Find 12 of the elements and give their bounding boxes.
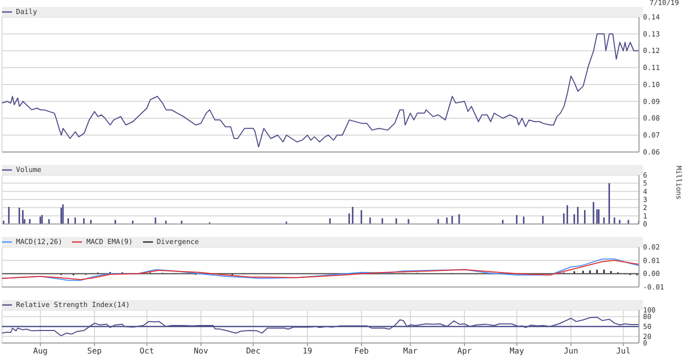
x-tick-label: 19: [302, 346, 312, 356]
x-tick-label: Nov: [194, 346, 208, 356]
x-tick-label: Aug: [33, 346, 48, 356]
x-tick-label: Apr: [457, 346, 472, 356]
x-tick-label: Sep: [87, 346, 102, 356]
x-tick-label: May: [510, 346, 524, 356]
x-tick-label: Oct: [140, 346, 154, 356]
x-tick-label: Dec: [246, 346, 261, 356]
x-tick-label: Jun: [564, 346, 578, 356]
x-tick-label: Mar: [403, 346, 418, 356]
x-tick-label: Feb: [354, 346, 369, 356]
x-tick-label: Jul: [616, 346, 631, 356]
